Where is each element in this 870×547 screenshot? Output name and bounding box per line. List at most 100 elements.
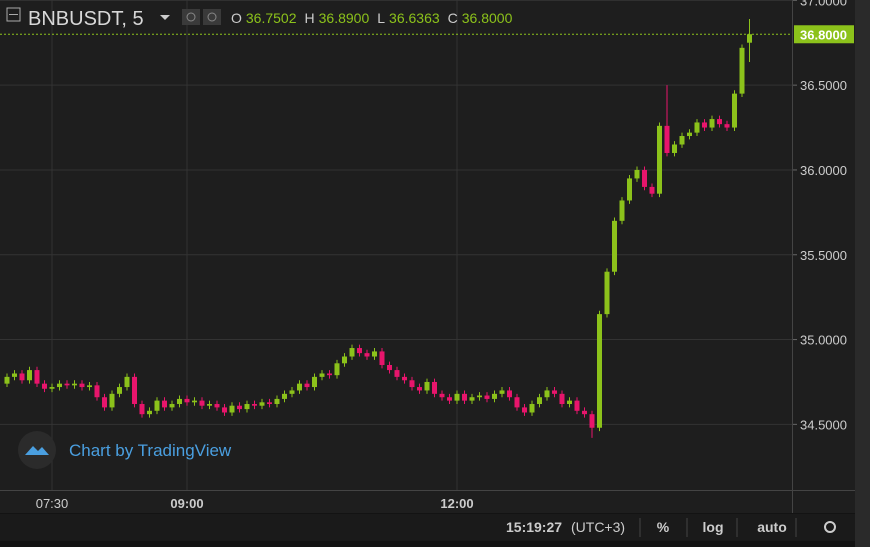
candle-body <box>597 314 602 428</box>
logo <box>25 446 49 455</box>
candle-body <box>319 373 325 377</box>
candle-body <box>229 405 235 413</box>
candle-body <box>349 348 355 357</box>
candle-body <box>289 390 295 394</box>
candle-body <box>109 393 115 408</box>
toolbar-button[interactable]: log <box>703 519 724 535</box>
candle-body <box>244 404 250 410</box>
candle-body <box>477 395 482 398</box>
candle-body <box>207 404 212 406</box>
candle-body <box>574 400 580 411</box>
candle-body <box>34 370 40 384</box>
candle-body <box>687 132 692 137</box>
candle-body <box>529 404 535 413</box>
candle-body <box>604 271 610 315</box>
candle-body <box>739 47 745 94</box>
candles: 36.8000 <box>0 18 854 438</box>
eye-icon[interactable] <box>182 9 200 25</box>
candle-body <box>139 404 145 415</box>
candle-body <box>259 402 265 406</box>
candle-body <box>589 414 595 428</box>
candle-body <box>282 393 287 399</box>
y-tick-label: 37.0000 <box>800 0 847 8</box>
candle-body <box>702 122 707 128</box>
candle-body <box>717 119 722 125</box>
candle-body <box>154 400 160 411</box>
candle-body <box>544 390 550 398</box>
candle-body <box>124 376 130 388</box>
collapse-icon[interactable] <box>6 7 21 22</box>
y-tick-label: 36.0000 <box>800 163 847 178</box>
settings-icon[interactable] <box>203 9 221 25</box>
toolbar-button[interactable]: % <box>657 519 670 535</box>
ohlc-label: C <box>448 10 458 26</box>
candle-body <box>567 400 572 405</box>
candle-body <box>409 380 415 388</box>
settings-button[interactable] <box>824 521 836 533</box>
candle-body <box>334 363 340 376</box>
y-tick-label: 34.5000 <box>800 417 847 432</box>
candle-body <box>522 407 527 413</box>
time-axis <box>0 491 855 513</box>
candle-body <box>514 397 520 408</box>
candle-body <box>484 395 490 399</box>
y-tick-label: 35.0000 <box>800 333 847 348</box>
last-price-box <box>794 25 854 44</box>
candle-body <box>274 398 280 405</box>
candle-body <box>432 381 437 394</box>
candle-body <box>102 397 107 408</box>
candle-body <box>402 376 407 381</box>
dropdown-icon[interactable] <box>160 15 170 20</box>
candle-body <box>357 348 362 354</box>
candle-body <box>132 376 137 405</box>
candle-body <box>672 144 677 153</box>
candle-body <box>747 34 752 43</box>
candle-body <box>732 93 737 128</box>
candle-body <box>87 385 92 388</box>
ohlc-label: L <box>377 10 385 26</box>
candle-body <box>679 136 685 145</box>
candle-body <box>19 373 25 381</box>
candle-body <box>64 383 70 386</box>
candle-body <box>342 356 347 364</box>
candle-body <box>642 169 647 187</box>
candle-body <box>312 376 317 388</box>
candle-body <box>439 393 445 398</box>
candle-body <box>709 119 715 128</box>
toolbar: 15:19:27 (UTC+3) % log auto <box>506 518 836 537</box>
watermark[interactable]: Chart by TradingView <box>69 441 232 460</box>
candle-body <box>537 397 542 405</box>
candle-body <box>379 351 385 365</box>
candle-body <box>304 383 310 388</box>
candle-body <box>664 125 670 153</box>
timezone[interactable]: (UTC+3) <box>571 519 625 535</box>
candle-body <box>612 220 617 272</box>
candle-body <box>424 381 430 391</box>
scrollbar <box>855 0 870 547</box>
candle-body <box>42 383 47 389</box>
candle-body <box>327 373 332 376</box>
candle-body <box>649 186 655 194</box>
candle-body <box>49 387 55 389</box>
x-tick-label: 09:00 <box>170 496 203 511</box>
candle-body <box>387 364 392 371</box>
ohlc-value: 36.8000 <box>462 10 513 26</box>
candle-body <box>694 122 700 133</box>
candle-body <box>462 393 467 401</box>
toolbar-button[interactable]: auto <box>757 519 787 535</box>
candle-body <box>252 404 257 406</box>
candle-body <box>184 398 190 403</box>
candle-body <box>214 404 220 408</box>
candle-body <box>372 351 377 357</box>
clock: 15:19:27 <box>506 519 562 535</box>
candle-body <box>57 383 62 388</box>
candle-body <box>724 124 730 128</box>
candle-body <box>447 397 452 401</box>
symbol[interactable]: BNBUSDT, 5 <box>28 8 144 30</box>
overlay: BNBUSDT, 5 O 36.7502 H 36.8900 L 36.6363 C 36.8… <box>6 7 513 469</box>
candle-body <box>507 390 512 398</box>
candle-body <box>297 383 302 391</box>
candle-body <box>492 393 497 399</box>
ohlc-label: H <box>305 10 315 26</box>
